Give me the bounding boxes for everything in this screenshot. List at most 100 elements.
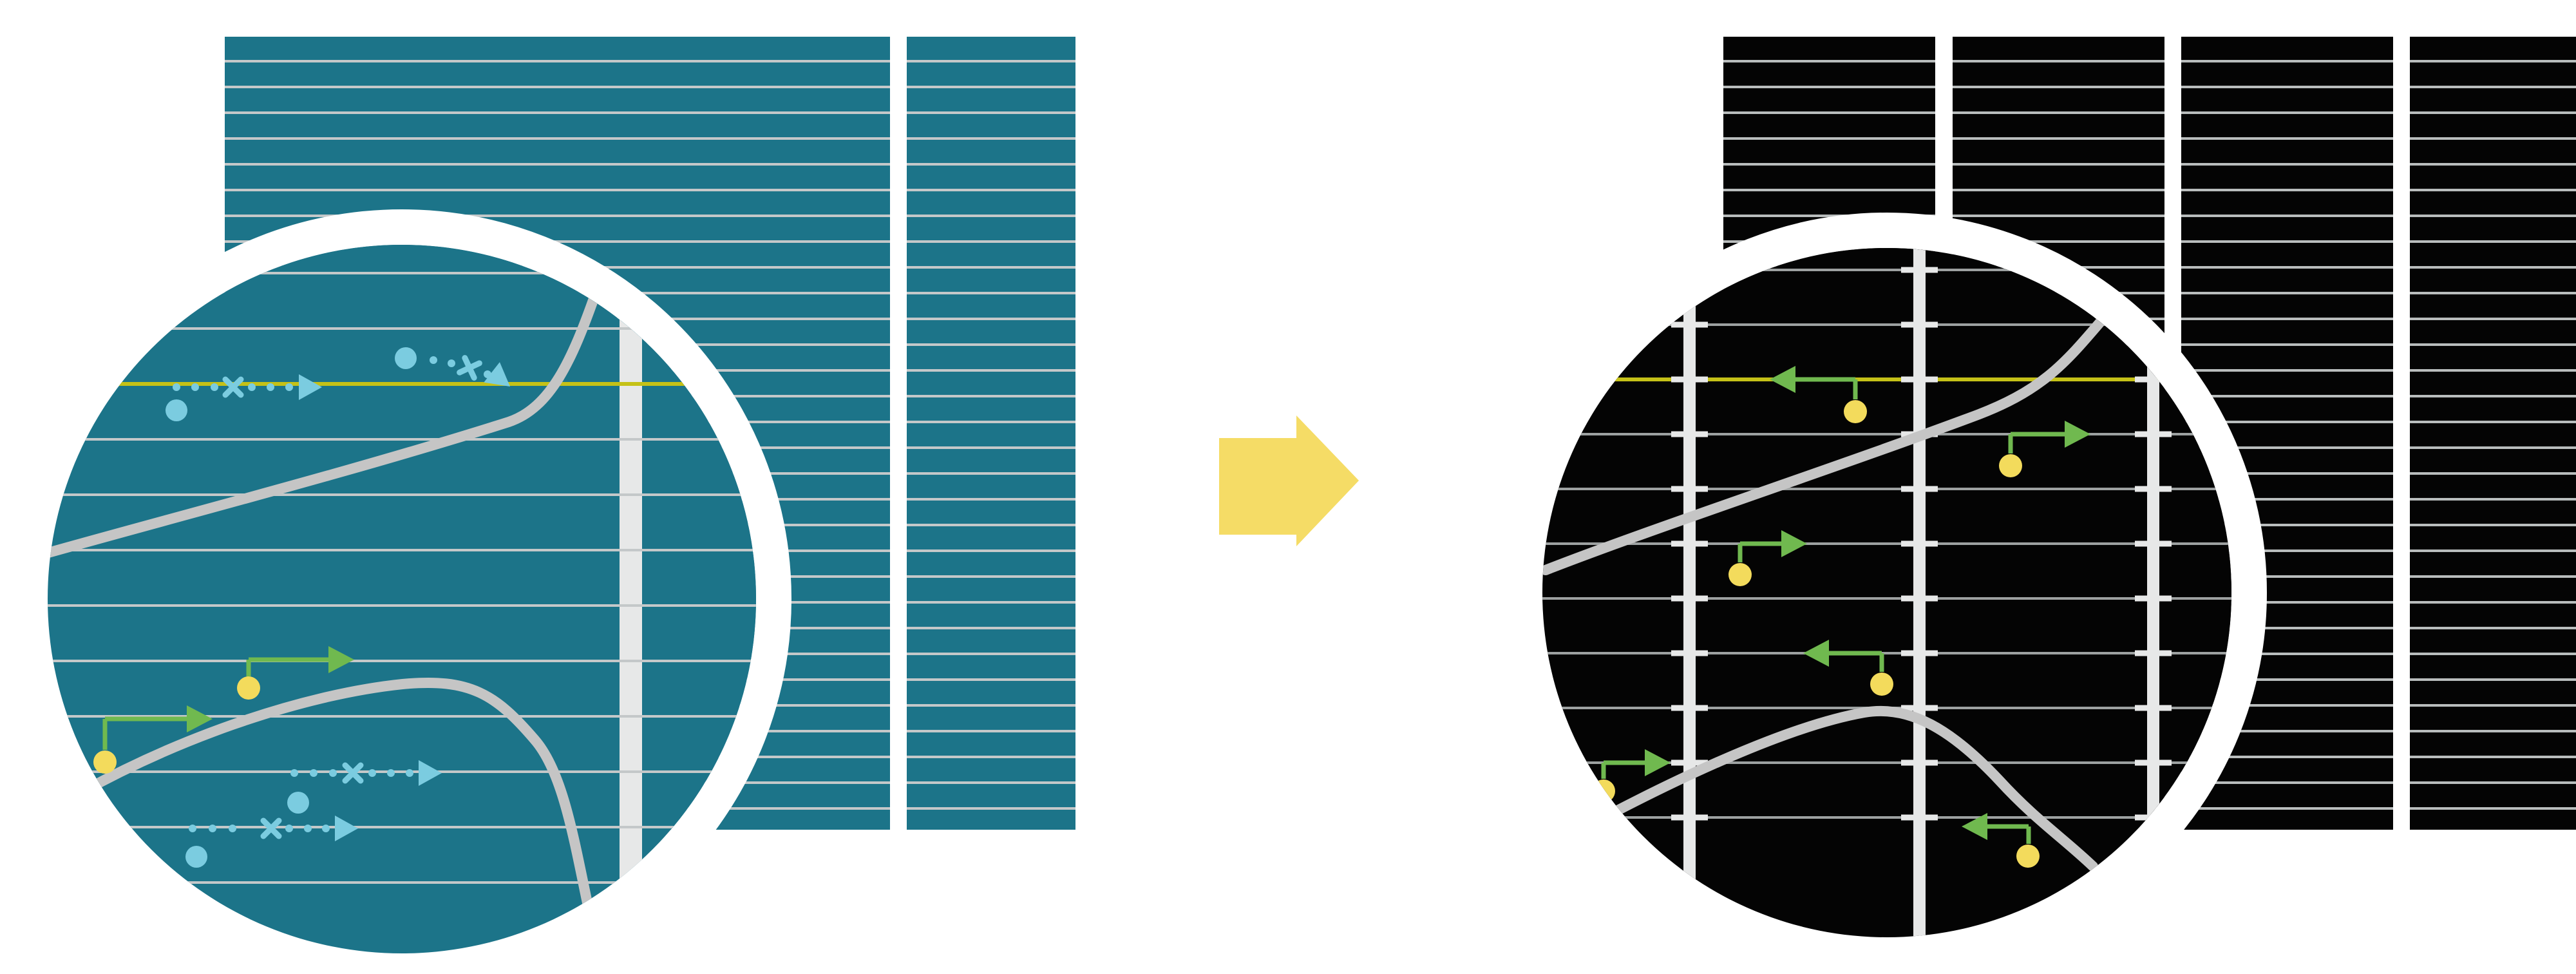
finger-line	[2410, 627, 2576, 629]
finger-line	[2181, 446, 2393, 449]
busbar-tab	[1671, 650, 1708, 656]
electron-dot	[304, 825, 312, 832]
finger-line	[2181, 111, 2393, 114]
finger-line	[1953, 111, 2164, 114]
busbar-tab	[1901, 650, 1938, 656]
recombination-cross-icon	[342, 762, 364, 784]
carrier-dot	[395, 347, 417, 369]
busbar-tab	[1671, 431, 1708, 437]
electron-dot	[189, 825, 196, 832]
busbar-tab	[1671, 759, 1708, 766]
finger-line	[225, 215, 890, 217]
collection-arrowhead-icon	[1962, 813, 1987, 840]
finger-line	[907, 395, 1075, 397]
finger-line	[2410, 292, 2576, 294]
inset-content	[1542, 248, 2231, 937]
finger-line	[907, 86, 1075, 88]
finger-line	[2410, 678, 2576, 681]
finger-line	[2410, 266, 2576, 269]
collection-arrowhead-icon	[1645, 749, 1671, 776]
finger-line	[48, 770, 756, 773]
collected-carrier-dot	[1870, 673, 1893, 696]
finger-line	[2181, 266, 2393, 269]
finger-line	[907, 472, 1075, 475]
finger-line	[2410, 601, 2576, 604]
electron-dot	[285, 825, 293, 832]
finger-line	[2410, 653, 2576, 655]
busbar-tab	[1901, 321, 1938, 328]
finger-line	[48, 272, 756, 274]
busbar-tab	[1901, 814, 1938, 821]
busbar-tab	[1901, 376, 1938, 383]
electron-dot	[322, 825, 330, 832]
cell-column	[2410, 37, 2576, 830]
busbar-tab	[1901, 267, 1938, 273]
finger-line	[1542, 761, 2231, 764]
finger-line	[2410, 807, 2576, 810]
finger-line	[2181, 421, 2393, 423]
busbar-tab	[1671, 486, 1708, 492]
busbar-tab	[1671, 814, 1708, 821]
finger-line	[2181, 704, 2393, 707]
collection-arrow	[237, 646, 354, 700]
electron-dot	[387, 769, 395, 777]
finger-line	[1723, 163, 1935, 166]
electron-path	[166, 374, 322, 421]
finger-line	[2410, 575, 2576, 578]
cell-column	[907, 37, 1075, 830]
electron-dot	[248, 383, 256, 391]
carrier-dot	[185, 846, 207, 868]
finger-line	[907, 704, 1075, 707]
busbar	[620, 245, 642, 953]
finger-line	[2181, 601, 2393, 604]
finger-line	[2410, 86, 2576, 88]
finger-line	[2410, 240, 2576, 243]
busbar-tab	[1671, 595, 1708, 602]
collected-carrier-dot	[237, 676, 260, 700]
transition-arrow-group	[1219, 415, 1359, 546]
finger-line	[2410, 343, 2576, 346]
recombination-cross-icon	[222, 376, 244, 398]
multi-busbar-cell-figure	[1507, 37, 2576, 973]
electron-arrowhead-icon	[484, 362, 510, 387]
finger-line	[907, 575, 1075, 578]
finger-line	[907, 756, 1075, 758]
finger-line	[2181, 215, 2393, 217]
finger-line	[2181, 524, 2393, 526]
finger-line	[48, 327, 756, 330]
finger-line	[907, 653, 1075, 655]
finger-line	[907, 601, 1075, 604]
collection-arrowhead-icon	[328, 646, 354, 673]
finger-line	[1723, 111, 1935, 114]
carrier-dot	[287, 792, 309, 814]
electron-dot	[191, 383, 199, 391]
finger-line	[1542, 323, 2231, 326]
finger-line	[2181, 575, 2393, 578]
finger-line	[2410, 446, 2576, 449]
electron-path	[287, 760, 442, 814]
finger-line	[2410, 369, 2576, 372]
recombination-cross-icon	[457, 355, 482, 381]
electron-dot	[290, 769, 298, 777]
finger-line	[2410, 524, 2576, 526]
electron-dot	[368, 769, 376, 777]
highlighted-finger-line	[1542, 377, 2231, 381]
collection-arrow	[93, 705, 213, 774]
inset-background	[1542, 248, 2231, 937]
busbar-tab	[2135, 759, 2172, 766]
finger-line	[2181, 369, 2393, 372]
finger-line	[2181, 395, 2393, 397]
finger-line	[2181, 86, 2393, 88]
busbar-tab	[1901, 705, 1938, 711]
collection-arrow	[1999, 421, 2090, 477]
finger-line	[225, 163, 890, 166]
collected-carrier-dot	[1999, 454, 2022, 477]
busbar-tab	[2135, 376, 2172, 383]
electron-dot	[285, 383, 293, 391]
finger-line	[2410, 549, 2576, 552]
finger-line	[907, 240, 1075, 243]
finger-line	[1542, 542, 2231, 545]
collection-arrowhead-icon	[1781, 530, 1807, 557]
